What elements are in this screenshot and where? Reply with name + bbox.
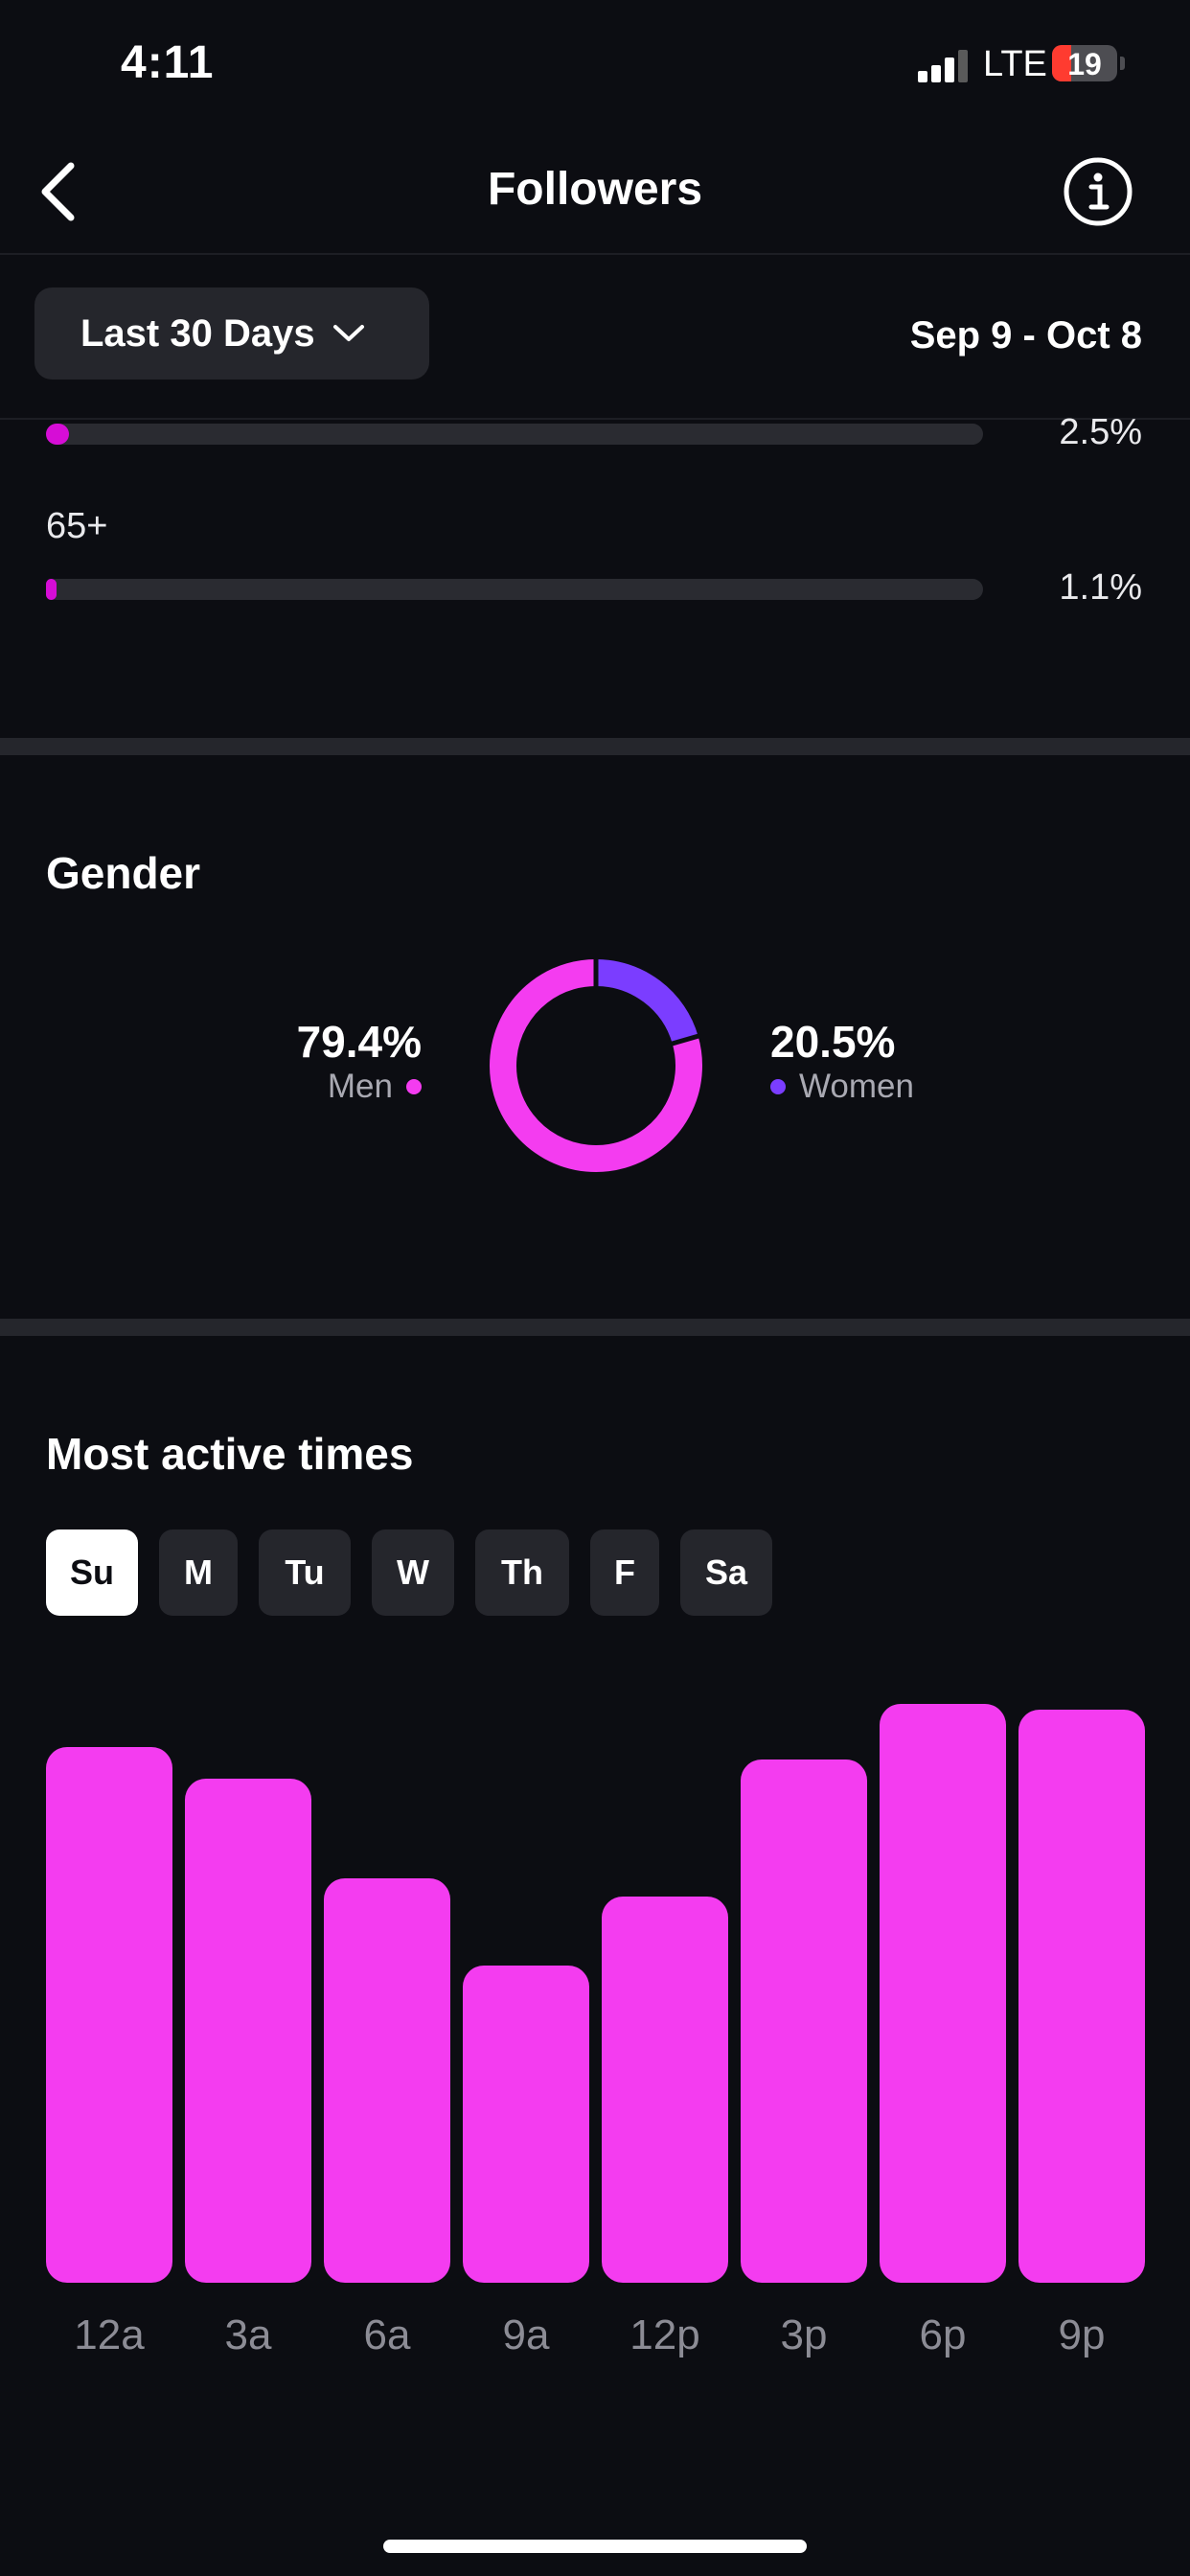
page-title: Followers [487, 164, 703, 215]
men-label: Men [327, 1068, 393, 1105]
date-range-text: Sep 9 - Oct 8 [909, 314, 1142, 356]
tick-label-3p: 3p [780, 2312, 828, 2358]
day-tab-tuesday[interactable]: Tu [259, 1530, 351, 1616]
date-range-dropdown-label: Last 30 Days [80, 311, 315, 355]
age-percent: 2.5% [1059, 412, 1142, 452]
chevron-left-icon [41, 162, 75, 221]
age-bar-fill [46, 424, 70, 445]
home-indicator [383, 2540, 807, 2553]
status-time: 4:11 [121, 37, 215, 88]
tick-label-12p: 12p [629, 2312, 700, 2358]
day-tab-thursday[interactable]: Th [475, 1530, 569, 1616]
chevron-down-icon [332, 325, 364, 341]
bar-6a [324, 1877, 450, 2283]
bar-12p [602, 1897, 728, 2283]
tick-label-12a: 12a [74, 2312, 145, 2358]
filter-divider [0, 418, 1190, 420]
back-button[interactable] [29, 153, 86, 230]
tick-label-6a: 6a [363, 2312, 411, 2358]
bar-9p [1018, 1710, 1145, 2283]
age-bar-track [46, 579, 983, 600]
section-divider [0, 738, 1190, 755]
men-legend: Men [240, 1068, 422, 1106]
women-legend: Women [770, 1068, 1000, 1106]
age-label: 65+ [46, 506, 108, 546]
tick-label-9p: 9p [1058, 2312, 1106, 2358]
bar-3a [185, 1778, 311, 2283]
gender-men-summary: 79.4% Men [240, 1016, 422, 1106]
bar-6p [880, 1703, 1006, 2283]
day-tab-saturday[interactable]: Sa [680, 1530, 772, 1616]
battery-tip [1120, 57, 1125, 70]
bar-9a [463, 1965, 589, 2283]
day-tab-wednesday[interactable]: W [372, 1530, 454, 1616]
age-bar-track [46, 424, 983, 445]
day-tab-sunday[interactable]: Su [46, 1530, 138, 1616]
men-percent: 79.4% [296, 1017, 422, 1067]
nav-divider [0, 253, 1190, 255]
bar-12a [46, 1747, 172, 2283]
tick-label-6p: 6p [919, 2312, 967, 2358]
gender-women-summary: 20.5% Women [770, 1016, 1000, 1106]
day-tab-monday[interactable]: M [159, 1530, 238, 1616]
day-tab-friday[interactable]: F [590, 1530, 659, 1616]
gender-title: Gender [46, 848, 201, 898]
tick-label-9a: 9a [502, 2312, 550, 2358]
age-percent: 1.1% [1059, 567, 1142, 608]
date-range-dropdown[interactable]: Last 30 Days [34, 288, 429, 380]
women-legend-dot [770, 1079, 786, 1094]
active-times-title: Most active times [46, 1429, 414, 1479]
info-button[interactable] [1062, 155, 1134, 228]
signal-icon [918, 50, 970, 82]
age-bar-fill [46, 579, 57, 600]
battery-level: 19 [1067, 47, 1102, 81]
network-label: LTE [983, 44, 1047, 84]
women-label: Women [799, 1068, 914, 1105]
men-legend-dot [406, 1079, 422, 1094]
section-divider [0, 1319, 1190, 1336]
info-icon [1064, 157, 1133, 226]
bar-3p [741, 1760, 867, 2283]
donut-separator [670, 1033, 701, 1046]
battery-icon: 19 [1052, 45, 1117, 81]
tick-label-3a: 3a [224, 2312, 272, 2358]
gender-donut-chart [490, 958, 702, 1172]
women-percent: 20.5% [770, 1017, 896, 1067]
